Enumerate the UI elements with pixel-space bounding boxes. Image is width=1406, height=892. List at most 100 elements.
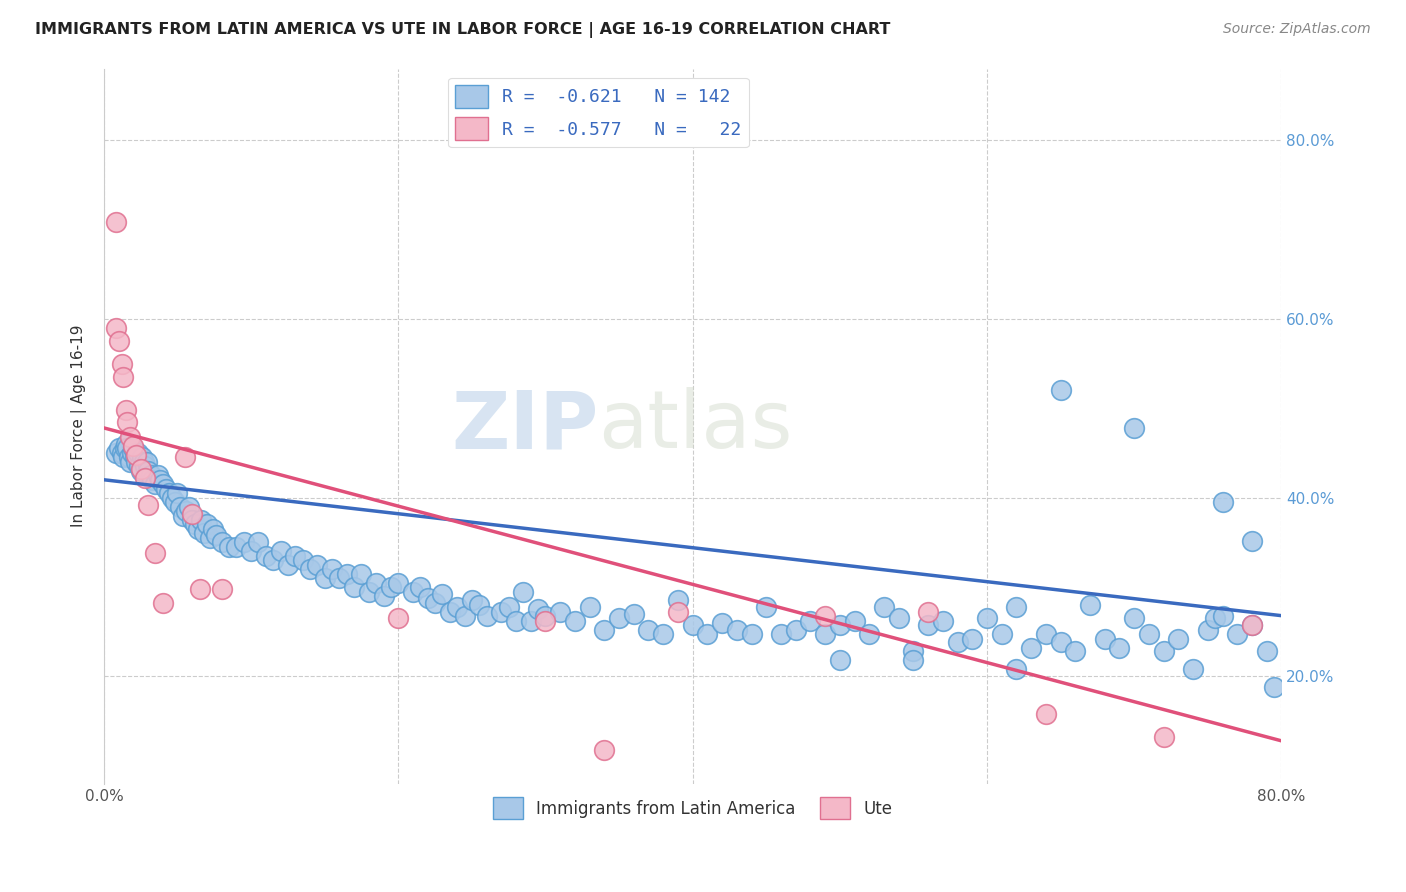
Point: [195, 517, 218, 532]
Point: [225, 540, 247, 554]
Point: [160, 491, 183, 505]
Point: [903, 653, 925, 667]
Point: [204, 528, 226, 542]
Point: [1256, 644, 1278, 658]
Point: [873, 599, 896, 614]
Point: [498, 599, 520, 614]
Point: [232, 535, 254, 549]
Point: [136, 498, 159, 512]
Point: [145, 477, 167, 491]
Point: [321, 562, 343, 576]
Point: [131, 450, 153, 465]
Point: [711, 615, 734, 630]
Point: [139, 468, 162, 483]
Point: [814, 626, 837, 640]
Point: [887, 611, 910, 625]
Point: [799, 614, 821, 628]
Point: [652, 626, 675, 640]
Point: [190, 513, 212, 527]
Point: [328, 571, 350, 585]
Point: [1005, 599, 1028, 614]
Point: [115, 437, 138, 451]
Point: [179, 500, 201, 514]
Point: [152, 477, 174, 491]
Point: [903, 644, 925, 658]
Point: [121, 446, 143, 460]
Point: [110, 446, 132, 460]
Point: [247, 535, 270, 549]
Point: [962, 632, 984, 646]
Point: [990, 626, 1012, 640]
Point: [149, 473, 172, 487]
Text: IMMIGRANTS FROM LATIN AMERICA VS UTE IN LABOR FORCE | AGE 16-19 CORRELATION CHAR: IMMIGRANTS FROM LATIN AMERICA VS UTE IN …: [35, 22, 890, 38]
Point: [666, 593, 689, 607]
Point: [858, 626, 880, 640]
Point: [534, 608, 557, 623]
Point: [917, 617, 939, 632]
Point: [125, 448, 148, 462]
Point: [755, 599, 778, 614]
Point: [1123, 421, 1146, 435]
Point: [1035, 626, 1057, 640]
Point: [1049, 635, 1071, 649]
Point: [187, 522, 209, 536]
Text: Source: ZipAtlas.com: Source: ZipAtlas.com: [1223, 22, 1371, 37]
Point: [291, 553, 314, 567]
Point: [118, 450, 141, 465]
Point: [1094, 632, 1116, 646]
Point: [387, 575, 409, 590]
Point: [336, 566, 359, 581]
Point: [593, 623, 616, 637]
Point: [188, 582, 211, 596]
Point: [122, 439, 145, 453]
Point: [157, 486, 180, 500]
Point: [468, 598, 491, 612]
Point: [373, 589, 395, 603]
Point: [129, 462, 152, 476]
Point: [357, 584, 380, 599]
Point: [423, 596, 446, 610]
Point: [110, 357, 132, 371]
Point: [637, 623, 659, 637]
Point: [1212, 608, 1234, 623]
Point: [1153, 644, 1175, 658]
Point: [527, 602, 550, 616]
Point: [198, 531, 221, 545]
Point: [117, 415, 139, 429]
Legend: Immigrants from Latin America, Ute: Immigrants from Latin America, Ute: [486, 790, 900, 825]
Point: [1240, 617, 1263, 632]
Point: [1240, 617, 1263, 632]
Point: [1137, 626, 1160, 640]
Point: [1240, 533, 1263, 548]
Text: ZIP: ZIP: [451, 387, 599, 465]
Point: [314, 571, 336, 585]
Point: [298, 562, 321, 576]
Point: [623, 607, 645, 621]
Point: [134, 459, 156, 474]
Point: [607, 611, 630, 625]
Point: [1153, 731, 1175, 745]
Point: [1204, 611, 1226, 625]
Point: [163, 495, 186, 509]
Point: [128, 459, 150, 474]
Point: [104, 215, 127, 229]
Point: [135, 455, 157, 469]
Point: [120, 455, 142, 469]
Point: [136, 464, 159, 478]
Point: [1167, 632, 1189, 646]
Point: [350, 566, 373, 581]
Point: [1019, 640, 1042, 655]
Point: [181, 507, 204, 521]
Point: [741, 626, 763, 640]
Point: [578, 599, 600, 614]
Point: [439, 605, 461, 619]
Point: [155, 482, 177, 496]
Point: [1197, 623, 1219, 637]
Point: [519, 614, 541, 628]
Point: [114, 442, 136, 456]
Point: [120, 430, 142, 444]
Text: atlas: atlas: [599, 387, 793, 465]
Point: [1212, 495, 1234, 509]
Point: [696, 626, 718, 640]
Point: [682, 617, 704, 632]
